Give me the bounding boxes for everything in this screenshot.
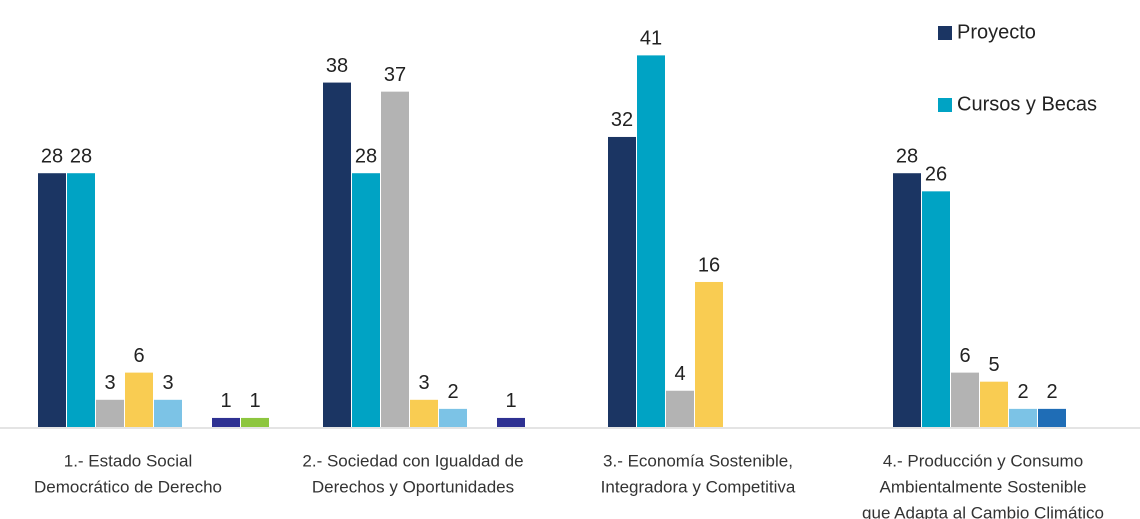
data-label: 2 <box>1017 381 1028 403</box>
x-tick-label: 4.- Producción y Consumo <box>883 451 1083 470</box>
bar <box>125 372 153 427</box>
data-label: 32 <box>611 109 633 131</box>
data-label: 1 <box>220 390 231 412</box>
x-tick-label: 1.- Estado Social <box>64 451 193 470</box>
data-label: 5 <box>988 354 999 376</box>
x-tick-label: 2.- Sociedad con Igualdad de <box>302 451 523 470</box>
bar <box>96 399 124 427</box>
legend-swatch <box>938 26 952 40</box>
x-tick-label: Derechos y Oportunidades <box>312 477 514 496</box>
data-label: 28 <box>355 145 377 167</box>
bar <box>497 417 525 427</box>
data-label: 28 <box>70 145 92 167</box>
bar <box>637 55 665 427</box>
bar <box>241 417 269 427</box>
data-label: 28 <box>41 145 63 167</box>
legend-label: Cursos y Becas <box>957 93 1097 115</box>
bar <box>439 408 467 427</box>
bar <box>381 91 409 427</box>
bar <box>410 399 438 427</box>
bar <box>323 82 351 428</box>
bar <box>67 173 95 427</box>
x-tick-label: 3.- Economía Sostenible, <box>603 451 793 470</box>
data-label: 2 <box>447 381 458 403</box>
data-label: 41 <box>640 28 662 50</box>
data-label: 1 <box>249 390 260 412</box>
bar <box>352 173 380 427</box>
data-label: 28 <box>896 145 918 167</box>
data-label: 6 <box>133 345 144 367</box>
legend-swatch <box>938 98 952 112</box>
data-label: 4 <box>674 363 685 385</box>
data-label: 37 <box>384 64 406 86</box>
bar <box>1038 408 1066 427</box>
x-tick-label: Ambientalmente Sostenible <box>880 477 1087 496</box>
data-label: 3 <box>418 372 429 394</box>
data-label: 2 <box>1046 381 1057 403</box>
data-label: 1 <box>505 390 516 412</box>
data-label: 3 <box>104 372 115 394</box>
bar <box>38 173 66 427</box>
bar <box>608 136 636 427</box>
bar <box>212 417 240 427</box>
bar <box>1009 408 1037 427</box>
bar <box>154 399 182 427</box>
x-tick-label: Integradora y Competitiva <box>601 477 796 496</box>
data-label: 26 <box>925 164 947 186</box>
x-tick-label: Democrático de Derecho <box>34 477 222 496</box>
data-label: 3 <box>162 372 173 394</box>
data-label: 38 <box>326 55 348 77</box>
bar <box>695 281 723 427</box>
legend-label: Proyecto <box>957 21 1036 43</box>
bar <box>666 390 694 427</box>
x-tick-label: que Adapta al Cambio Climático <box>862 503 1104 519</box>
bar <box>922 191 950 427</box>
data-label: 16 <box>698 254 720 276</box>
bar <box>893 173 921 427</box>
bar <box>951 372 979 427</box>
bar <box>980 381 1008 427</box>
data-label: 6 <box>959 345 970 367</box>
